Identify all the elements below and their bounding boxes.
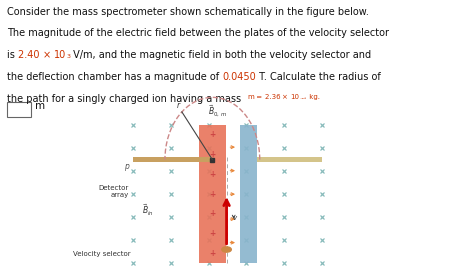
Text: +: +	[209, 249, 216, 258]
Text: m: m	[35, 101, 45, 111]
Text: the deflection chamber has a magnitude of: the deflection chamber has a magnitude o…	[7, 72, 222, 82]
Bar	[257, 157, 322, 162]
Text: +: +	[209, 190, 216, 199]
Text: +: +	[209, 170, 216, 179]
Text: +: +	[209, 209, 216, 218]
Text: +: +	[209, 130, 216, 139]
Text: m: m	[247, 94, 254, 100]
Text: $v$: $v$	[232, 214, 238, 222]
Text: +: +	[209, 229, 216, 238]
Text: =: =	[254, 94, 264, 100]
Text: $p$: $p$	[124, 163, 130, 173]
Bar	[240, 125, 257, 263]
Bar	[199, 125, 226, 263]
Bar	[133, 157, 212, 162]
Text: ⁻²⁶: ⁻²⁶	[300, 97, 307, 102]
Text: ×: ×	[43, 50, 54, 60]
Text: ×: ×	[283, 94, 291, 100]
Text: The magnitude of the electric field between the plates of the velocity selector: The magnitude of the electric field betw…	[7, 28, 389, 39]
Text: $\vec{B}_{0,\,m}$: $\vec{B}_{0,\,m}$	[209, 105, 228, 119]
Text: $\vec{B}_{in}$: $\vec{B}_{in}$	[142, 203, 154, 218]
Bar	[7, 102, 31, 117]
Text: Velocity selector: Velocity selector	[73, 251, 130, 257]
Text: 10: 10	[291, 94, 300, 100]
Text: kg.: kg.	[307, 94, 320, 100]
Text: 2.40: 2.40	[18, 50, 43, 60]
Text: +: +	[209, 150, 216, 159]
Circle shape	[222, 247, 231, 252]
Text: the path for a singly charged ion having a mass: the path for a singly charged ion having…	[7, 94, 247, 104]
Text: T. Calculate the radius of: T. Calculate the radius of	[256, 72, 381, 82]
Text: 0.0450: 0.0450	[222, 72, 256, 82]
Text: 3: 3	[66, 54, 70, 59]
Text: Consider the mass spectrometer shown schematically in the figure below.: Consider the mass spectrometer shown sch…	[7, 7, 369, 17]
Text: 10: 10	[54, 50, 66, 60]
Text: 2.36: 2.36	[264, 94, 283, 100]
Text: Detector
array: Detector array	[99, 185, 129, 198]
Text: r: r	[176, 101, 180, 110]
Text: is: is	[7, 50, 18, 60]
Text: V/m, and the magnetic field in both the velocity selector and: V/m, and the magnetic field in both the …	[70, 50, 371, 60]
